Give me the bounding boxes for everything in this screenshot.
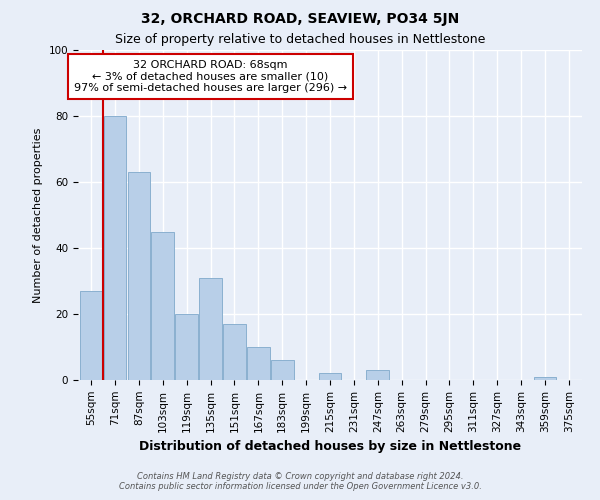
Bar — [319, 374, 341, 380]
Bar — [175, 314, 198, 380]
Text: 32, ORCHARD ROAD, SEAVIEW, PO34 5JN: 32, ORCHARD ROAD, SEAVIEW, PO34 5JN — [141, 12, 459, 26]
Bar — [128, 172, 150, 380]
Text: Size of property relative to detached houses in Nettlestone: Size of property relative to detached ho… — [115, 32, 485, 46]
Bar — [271, 360, 293, 380]
Bar — [247, 347, 269, 380]
Bar — [533, 376, 556, 380]
X-axis label: Distribution of detached houses by size in Nettlestone: Distribution of detached houses by size … — [139, 440, 521, 453]
Bar — [367, 370, 389, 380]
Bar — [199, 278, 222, 380]
Y-axis label: Number of detached properties: Number of detached properties — [33, 128, 43, 302]
Bar — [80, 291, 103, 380]
Bar — [223, 324, 246, 380]
Text: Contains HM Land Registry data © Crown copyright and database right 2024.
Contai: Contains HM Land Registry data © Crown c… — [119, 472, 481, 491]
Text: 32 ORCHARD ROAD: 68sqm
← 3% of detached houses are smaller (10)
97% of semi-deta: 32 ORCHARD ROAD: 68sqm ← 3% of detached … — [74, 60, 347, 93]
Bar — [151, 232, 174, 380]
Bar — [104, 116, 127, 380]
